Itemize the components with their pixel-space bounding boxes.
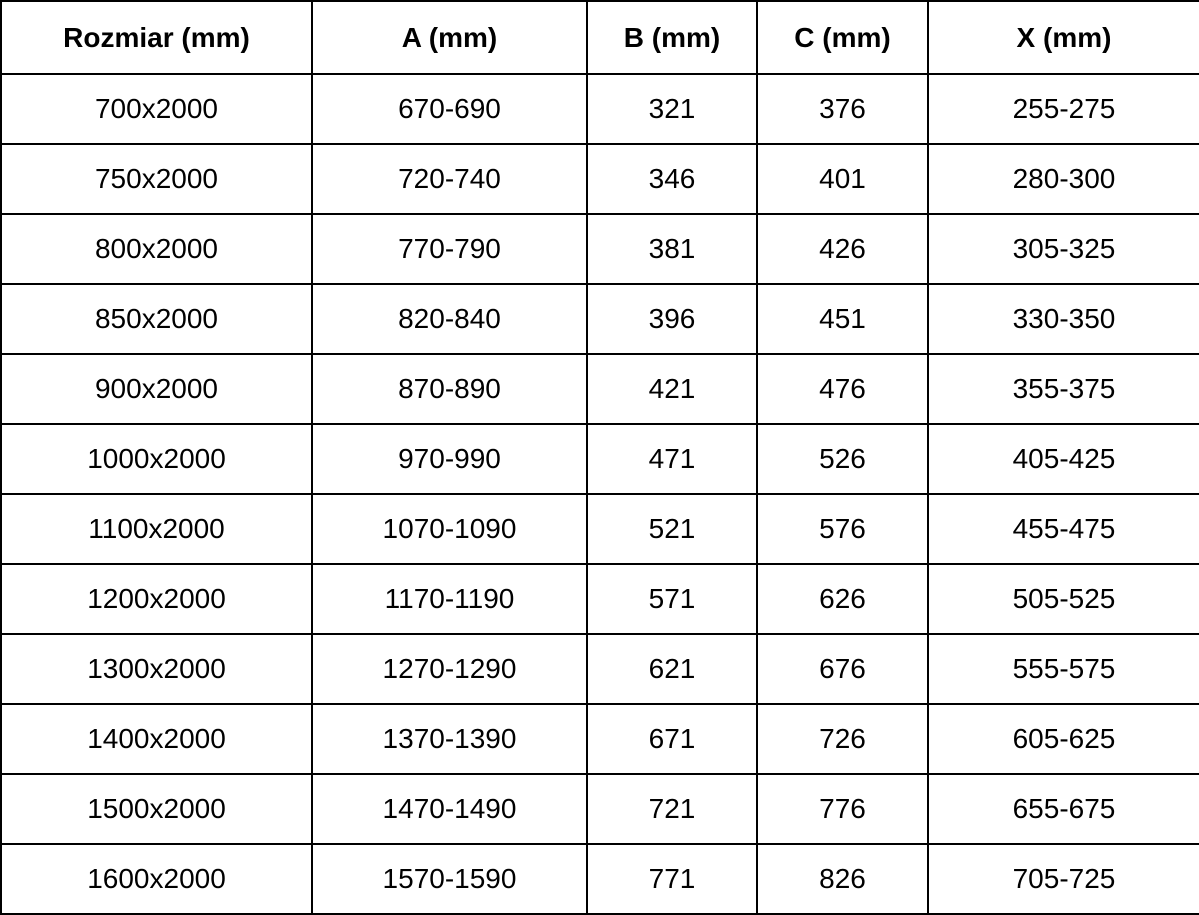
- table-row: 850x2000 820-840 396 451 330-350: [0, 283, 1199, 355]
- table-cell: 521: [586, 493, 758, 565]
- header-c: C (mm): [756, 0, 929, 75]
- table-cell: 970-990: [311, 423, 588, 495]
- table-cell: 355-375: [927, 353, 1199, 425]
- table-row: 1300x2000 1270-1290 621 676 555-575: [0, 633, 1199, 705]
- table-cell: 1000x2000: [0, 423, 313, 495]
- table-cell: 471: [586, 423, 758, 495]
- table-cell: 800x2000: [0, 213, 313, 285]
- table-cell: 870-890: [311, 353, 588, 425]
- table-cell: 421: [586, 353, 758, 425]
- table-cell: 321: [586, 73, 758, 145]
- table-cell: 346: [586, 143, 758, 215]
- header-rozmiar: Rozmiar (mm): [0, 0, 313, 75]
- header-a: A (mm): [311, 0, 588, 75]
- table-row: 800x2000 770-790 381 426 305-325: [0, 213, 1199, 285]
- table-cell: 426: [756, 213, 929, 285]
- table-row: 1400x2000 1370-1390 671 726 605-625: [0, 703, 1199, 775]
- table-cell: 305-325: [927, 213, 1199, 285]
- table-row: 700x2000 670-690 321 376 255-275: [0, 73, 1199, 145]
- table-cell: 451: [756, 283, 929, 355]
- table-cell: 776: [756, 773, 929, 845]
- table-cell: 720-740: [311, 143, 588, 215]
- table-cell: 405-425: [927, 423, 1199, 495]
- table-row: 1000x2000 970-990 471 526 405-425: [0, 423, 1199, 495]
- table-cell: 1600x2000: [0, 843, 313, 915]
- table-cell: 700x2000: [0, 73, 313, 145]
- table-cell: 626: [756, 563, 929, 635]
- table-cell: 526: [756, 423, 929, 495]
- table-cell: 726: [756, 703, 929, 775]
- table-cell: 820-840: [311, 283, 588, 355]
- table-cell: 1470-1490: [311, 773, 588, 845]
- table-row: 1100x2000 1070-1090 521 576 455-475: [0, 493, 1199, 565]
- table-row: 750x2000 720-740 346 401 280-300: [0, 143, 1199, 215]
- table-cell: 850x2000: [0, 283, 313, 355]
- table-cell: 1200x2000: [0, 563, 313, 635]
- table-cell: 621: [586, 633, 758, 705]
- table-row: 1500x2000 1470-1490 721 776 655-675: [0, 773, 1199, 845]
- table-cell: 1270-1290: [311, 633, 588, 705]
- table-cell: 721: [586, 773, 758, 845]
- table-cell: 770-790: [311, 213, 588, 285]
- table-cell: 1400x2000: [0, 703, 313, 775]
- table-cell: 655-675: [927, 773, 1199, 845]
- table-cell: 1070-1090: [311, 493, 588, 565]
- table-cell: 671: [586, 703, 758, 775]
- table-cell: 505-525: [927, 563, 1199, 635]
- table-cell: 1570-1590: [311, 843, 588, 915]
- table-cell: 1370-1390: [311, 703, 588, 775]
- table-row: 900x2000 870-890 421 476 355-375: [0, 353, 1199, 425]
- table-cell: 396: [586, 283, 758, 355]
- table-body: 700x2000 670-690 321 376 255-275 750x2000 720-…: [0, 73, 1199, 915]
- table-cell: 571: [586, 563, 758, 635]
- table-cell: 576: [756, 493, 929, 565]
- table-cell: 455-475: [927, 493, 1199, 565]
- table-cell: 900x2000: [0, 353, 313, 425]
- table-cell: 280-300: [927, 143, 1199, 215]
- table-cell: 555-575: [927, 633, 1199, 705]
- table-cell: 750x2000: [0, 143, 313, 215]
- table-row: 1200x2000 1170-1190 571 626 505-525: [0, 563, 1199, 635]
- table-cell: 1300x2000: [0, 633, 313, 705]
- table-cell: 670-690: [311, 73, 588, 145]
- header-row: Rozmiar (mm) A (mm) B (mm) C (mm) X (mm): [0, 0, 1199, 75]
- header-b: B (mm): [586, 0, 758, 75]
- table-cell: 476: [756, 353, 929, 425]
- table-cell: 1170-1190: [311, 563, 588, 635]
- table-cell: 401: [756, 143, 929, 215]
- table-cell: 255-275: [927, 73, 1199, 145]
- table-cell: 330-350: [927, 283, 1199, 355]
- table-cell: 381: [586, 213, 758, 285]
- table-cell: 1100x2000: [0, 493, 313, 565]
- table-cell: 1500x2000: [0, 773, 313, 845]
- table-cell: 605-625: [927, 703, 1199, 775]
- table-cell: 771: [586, 843, 758, 915]
- table-cell: 705-725: [927, 843, 1199, 915]
- table-cell: 826: [756, 843, 929, 915]
- table-cell: 676: [756, 633, 929, 705]
- table-row: 1600x2000 1570-1590 771 826 705-725: [0, 843, 1199, 915]
- header-x: X (mm): [927, 0, 1199, 75]
- table-cell: 376: [756, 73, 929, 145]
